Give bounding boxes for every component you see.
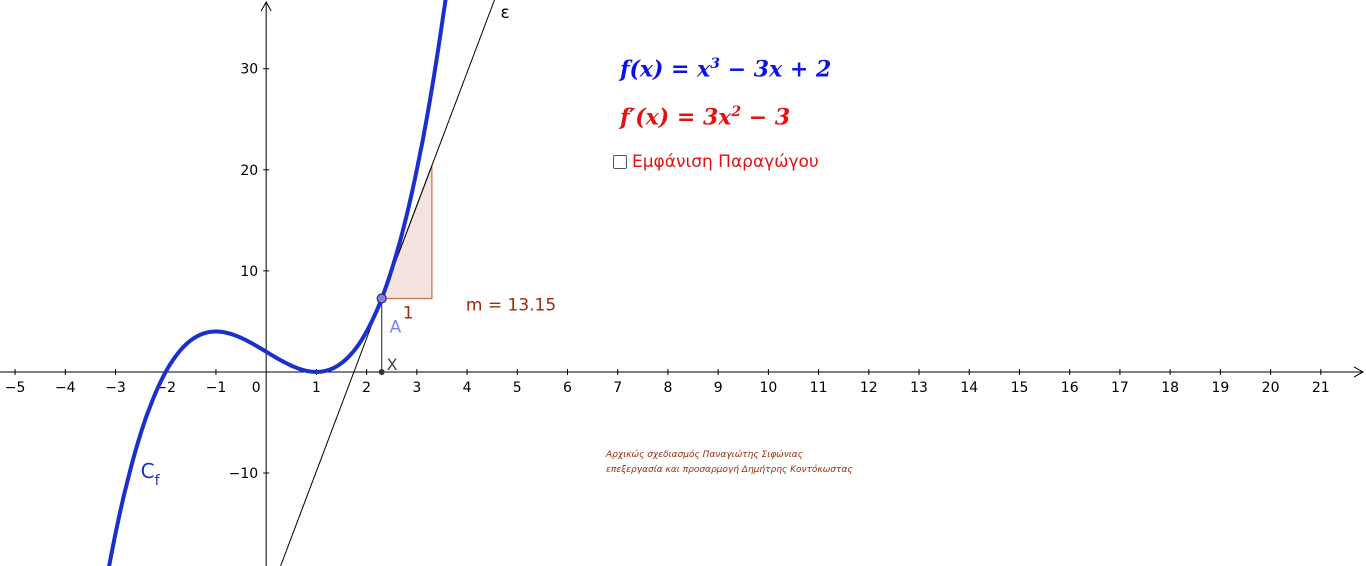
x-tick-label: 13 (910, 380, 928, 396)
y-axis-arrow (260, 0, 272, 12)
x-tick-label: 10 (759, 380, 777, 396)
x-tick-label: 17 (1111, 380, 1129, 396)
x-tick-label: 14 (960, 380, 978, 396)
x-tick-label: −3 (105, 380, 126, 396)
x-tick-label: 21 (1312, 380, 1330, 396)
x-tick-label: 18 (1161, 380, 1179, 396)
x-tick-label: 4 (463, 380, 472, 396)
credit-line-1: Αρχικώς σχεδιασμός Παναγιώτης Σιφώνιας (606, 450, 804, 460)
x-tick-label: 12 (860, 380, 878, 396)
show-derivative-label: Εμφάνιση Παραγώγου (632, 152, 819, 172)
x-tick-label: 11 (810, 380, 828, 396)
slope-label: m = 13.15 (466, 295, 556, 315)
x-tick-label: 8 (663, 380, 672, 396)
curve-label: Cf (141, 459, 161, 489)
derivative-formula: f′(x) = 3x2 − 3 (620, 104, 790, 130)
x-tick-label: −1 (206, 380, 227, 396)
curve-label-sub: f (155, 473, 161, 489)
x-tick-label: 1 (312, 380, 321, 396)
fp-rhs: − 3 (741, 104, 791, 131)
curve-label-main: C (141, 459, 155, 483)
function-curve (107, 0, 448, 566)
fp-exp: 2 (731, 104, 742, 120)
point-a-label: A (390, 317, 402, 337)
x-tick-label: −4 (55, 380, 76, 396)
f-lhs: f(x) = x (620, 56, 711, 83)
point-a[interactable] (376, 293, 387, 304)
foot-point (378, 368, 385, 375)
x-tick-label: 16 (1061, 380, 1079, 396)
x-tick-label: −5 (5, 380, 26, 396)
x-tick-label: 19 (1211, 380, 1229, 396)
f-exp: 3 (710, 56, 721, 72)
checkbox-square[interactable] (613, 155, 627, 169)
x-tick-label: 3 (412, 380, 421, 396)
y-tick-label: 30 (240, 62, 258, 78)
show-derivative-checkbox[interactable]: Εμφάνιση Παραγώγου (613, 152, 819, 172)
credit-line-2: επεξεργασία και προσαρμογή Δημήτρης Κοντ… (606, 465, 853, 475)
x-tick-label: 7 (613, 380, 622, 396)
x-tick-label: 9 (714, 380, 723, 396)
foot-label: X (387, 355, 398, 374)
x-tick-label: 5 (513, 380, 522, 396)
tangent-label: ε (500, 3, 509, 23)
x-tick-label: 2 (362, 380, 371, 396)
x-tick-label: 20 (1262, 380, 1280, 396)
function-formula: f(x) = x3 − 3x + 2 (620, 56, 831, 82)
slope-run-label: 1 (403, 303, 414, 323)
y-tick-label: 10 (240, 264, 258, 280)
x-tick-label: 15 (1011, 380, 1029, 396)
x-axis-arrow (1353, 366, 1365, 378)
x-tick-label: 0 (252, 380, 261, 396)
y-tick-label: −10 (229, 466, 259, 482)
y-tick-label: 20 (240, 163, 258, 179)
x-tick-label: 6 (563, 380, 572, 396)
fp-lhs: f′(x) = 3x (620, 104, 732, 131)
f-rhs: − 3x + 2 (720, 56, 832, 83)
